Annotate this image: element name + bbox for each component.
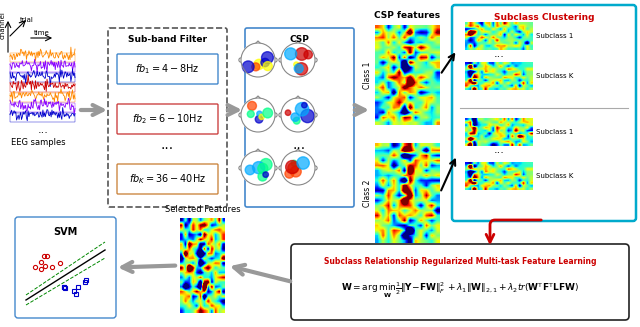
Circle shape bbox=[285, 161, 299, 174]
Circle shape bbox=[259, 114, 264, 119]
Circle shape bbox=[281, 43, 315, 77]
Text: CSP: CSP bbox=[289, 36, 309, 44]
Text: CSP features: CSP features bbox=[374, 10, 440, 20]
Bar bbox=[10, 113, 75, 122]
Bar bbox=[10, 83, 75, 92]
Circle shape bbox=[288, 163, 299, 173]
Circle shape bbox=[261, 58, 269, 67]
Circle shape bbox=[293, 117, 300, 124]
Circle shape bbox=[258, 164, 268, 173]
Circle shape bbox=[291, 160, 297, 166]
FancyBboxPatch shape bbox=[117, 104, 218, 134]
Circle shape bbox=[295, 102, 308, 116]
Bar bbox=[10, 73, 75, 82]
Circle shape bbox=[255, 115, 263, 123]
Text: SVM: SVM bbox=[53, 227, 77, 237]
Text: Subclass K: Subclass K bbox=[536, 173, 573, 179]
Circle shape bbox=[262, 52, 273, 63]
Circle shape bbox=[304, 50, 312, 59]
Bar bbox=[10, 93, 75, 102]
Text: Subclass Clustering: Subclass Clustering bbox=[493, 13, 595, 23]
Circle shape bbox=[263, 108, 273, 118]
FancyBboxPatch shape bbox=[117, 54, 218, 84]
Text: time: time bbox=[34, 30, 50, 36]
Circle shape bbox=[260, 159, 272, 171]
Text: $fb_2=6-10\mathrm{Hz}$: $fb_2=6-10\mathrm{Hz}$ bbox=[132, 112, 203, 126]
Text: trial: trial bbox=[20, 17, 34, 23]
Text: ...: ... bbox=[493, 145, 504, 155]
Circle shape bbox=[254, 59, 264, 70]
Circle shape bbox=[301, 109, 314, 123]
Text: channel: channel bbox=[0, 11, 6, 39]
Text: Subclass Relationship Regularized Multi-task Feature Learning: Subclass Relationship Regularized Multi-… bbox=[324, 257, 596, 267]
Circle shape bbox=[285, 110, 291, 115]
FancyBboxPatch shape bbox=[245, 28, 354, 207]
FancyBboxPatch shape bbox=[452, 5, 636, 221]
Text: $\mathbf{W}=\arg\min_{\mathbf{W}}\frac{1}{2}\|\mathbf{Y}-\mathbf{FW}\|_F^2+\lamb: $\mathbf{W}=\arg\min_{\mathbf{W}}\frac{1… bbox=[341, 281, 579, 300]
Circle shape bbox=[243, 61, 254, 73]
Circle shape bbox=[241, 151, 275, 185]
Circle shape bbox=[301, 102, 307, 108]
Text: Sub-band Filter: Sub-band Filter bbox=[128, 36, 207, 44]
Circle shape bbox=[281, 151, 315, 185]
Circle shape bbox=[257, 111, 262, 116]
Bar bbox=[10, 53, 75, 62]
Text: ...: ... bbox=[493, 49, 504, 59]
Circle shape bbox=[258, 172, 267, 181]
Text: Subclass 1: Subclass 1 bbox=[536, 129, 573, 135]
Circle shape bbox=[281, 98, 315, 132]
Circle shape bbox=[291, 166, 301, 177]
Text: EEG samples: EEG samples bbox=[11, 138, 66, 147]
Circle shape bbox=[294, 62, 299, 67]
Text: Subclass K: Subclass K bbox=[536, 73, 573, 79]
Text: Selected Features: Selected Features bbox=[164, 205, 240, 215]
Circle shape bbox=[297, 157, 309, 169]
Text: Class 2: Class 2 bbox=[362, 179, 371, 207]
Circle shape bbox=[245, 165, 255, 175]
Text: $fb_1=4-8\mathrm{Hz}$: $fb_1=4-8\mathrm{Hz}$ bbox=[135, 62, 200, 76]
Circle shape bbox=[253, 162, 265, 174]
Circle shape bbox=[252, 63, 260, 71]
Text: ...: ... bbox=[38, 125, 49, 135]
FancyBboxPatch shape bbox=[15, 217, 116, 318]
Text: ...: ... bbox=[293, 138, 306, 152]
Circle shape bbox=[241, 98, 275, 132]
Circle shape bbox=[248, 101, 257, 110]
FancyBboxPatch shape bbox=[291, 244, 629, 320]
Circle shape bbox=[296, 48, 308, 60]
Circle shape bbox=[285, 48, 296, 60]
Bar bbox=[10, 103, 75, 112]
Circle shape bbox=[294, 64, 303, 73]
Circle shape bbox=[263, 172, 268, 177]
Text: $fb_K=36-40\mathrm{Hz}$: $fb_K=36-40\mathrm{Hz}$ bbox=[129, 172, 206, 186]
Bar bbox=[10, 63, 75, 72]
Circle shape bbox=[285, 169, 294, 178]
Text: Subclass 1: Subclass 1 bbox=[536, 33, 573, 39]
Circle shape bbox=[241, 43, 275, 77]
Circle shape bbox=[295, 63, 308, 75]
FancyBboxPatch shape bbox=[108, 28, 227, 207]
Circle shape bbox=[263, 61, 272, 71]
Text: Class 1: Class 1 bbox=[362, 61, 371, 89]
Text: ...: ... bbox=[161, 138, 174, 152]
Circle shape bbox=[247, 111, 254, 117]
Circle shape bbox=[291, 113, 300, 121]
FancyBboxPatch shape bbox=[117, 164, 218, 194]
